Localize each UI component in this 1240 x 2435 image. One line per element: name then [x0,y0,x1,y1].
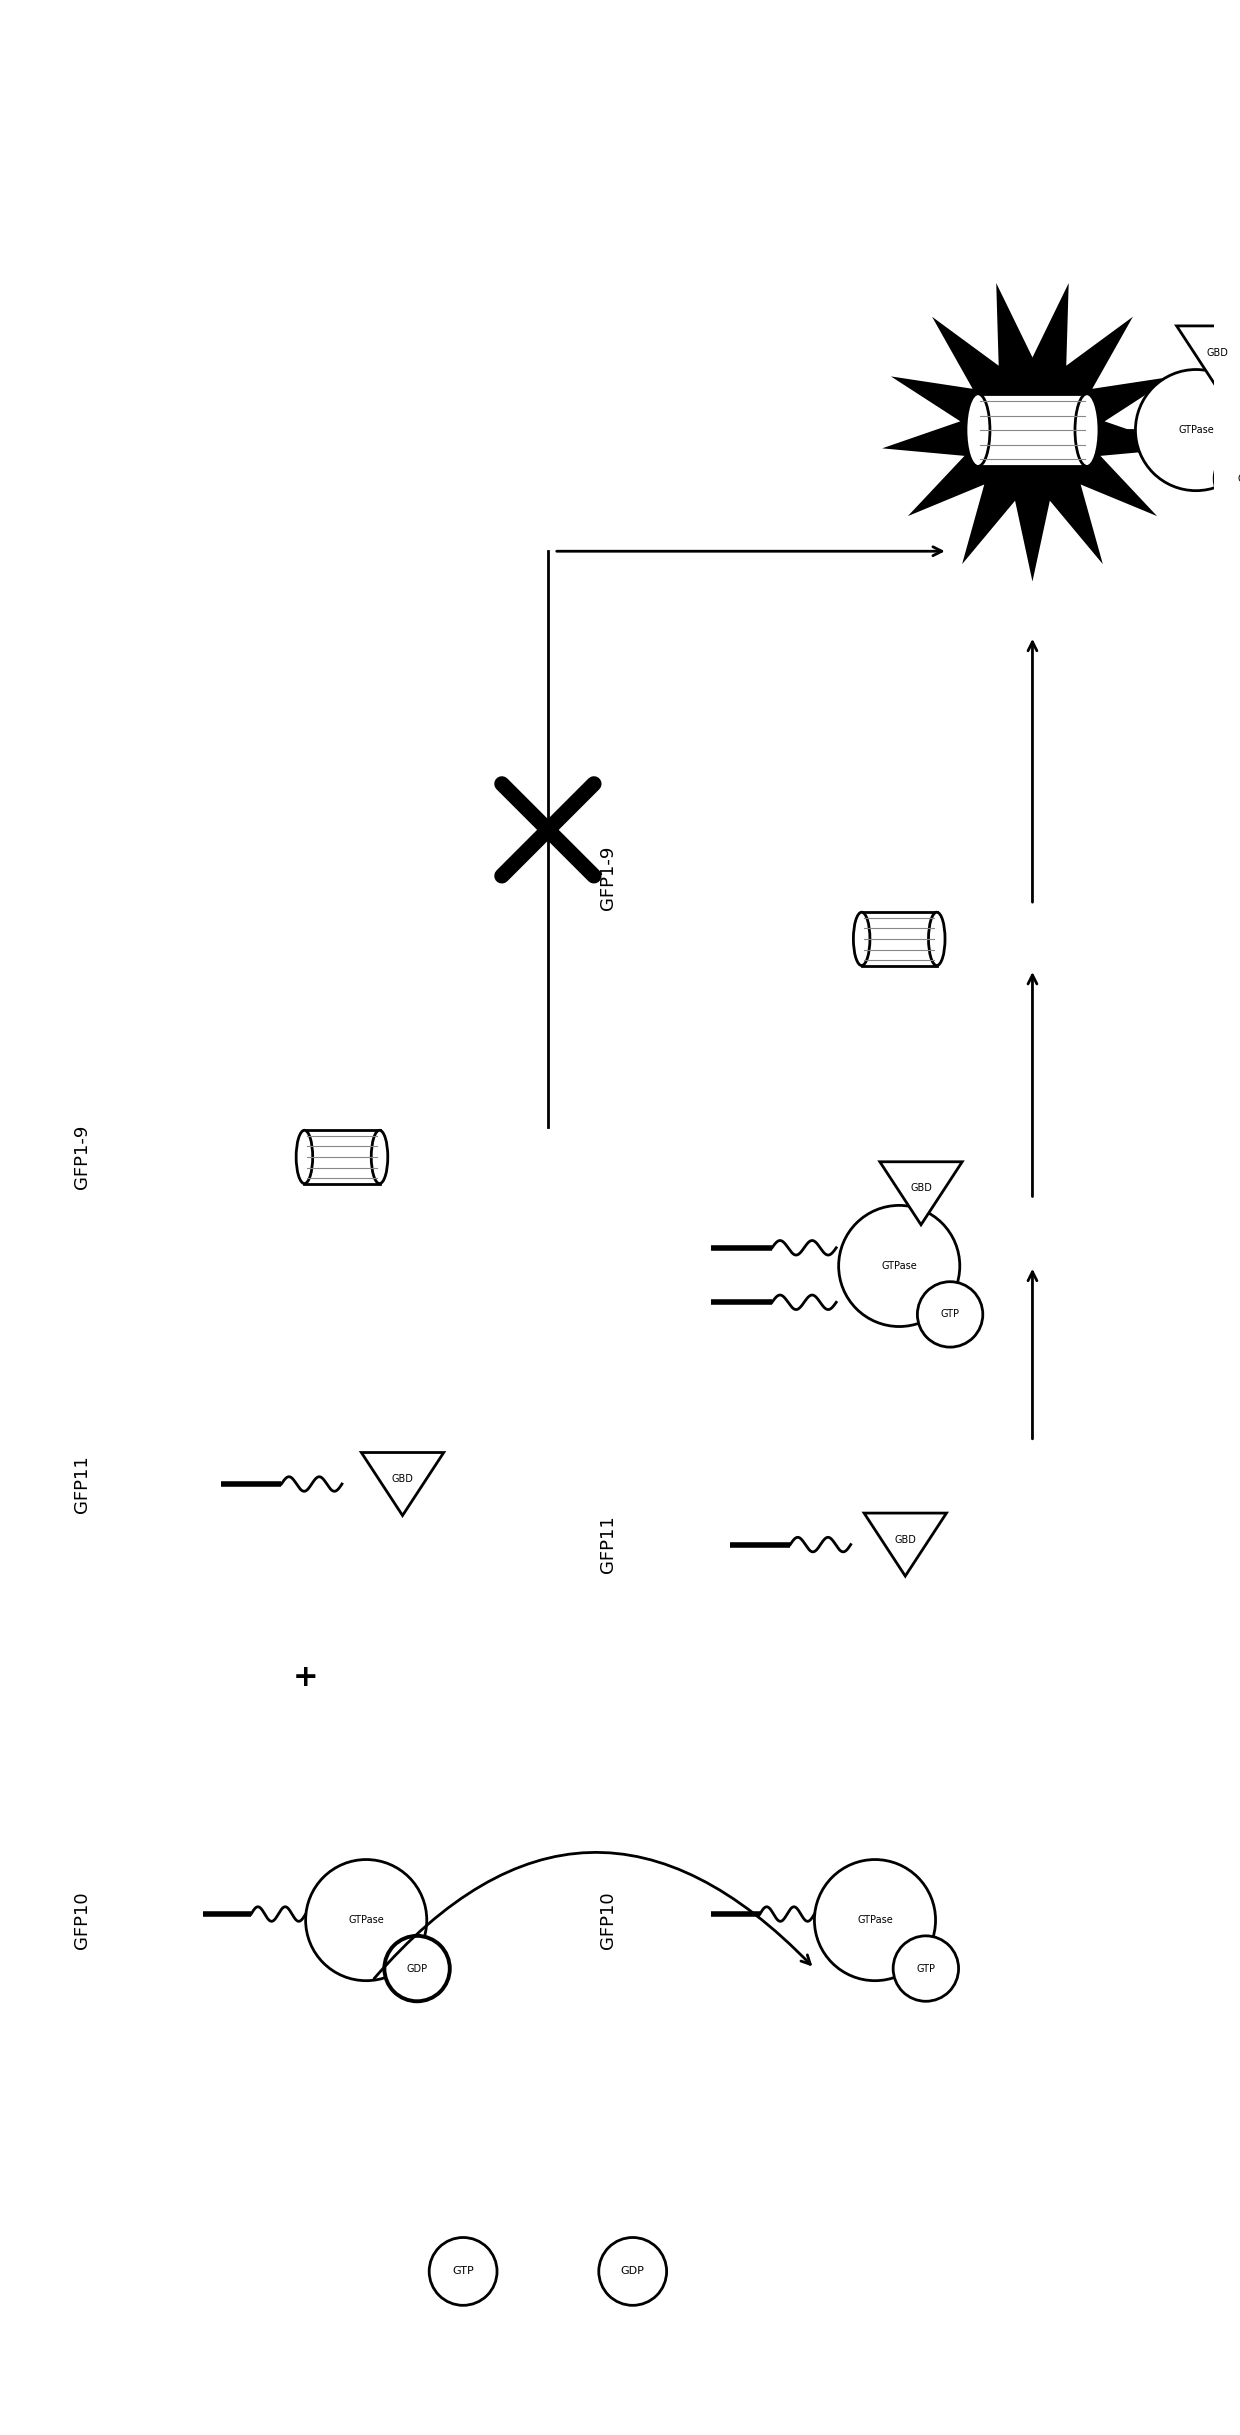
Ellipse shape [296,1130,312,1183]
Ellipse shape [371,1130,388,1183]
Text: GTPase: GTPase [1178,426,1214,436]
Text: GBD: GBD [894,1534,916,1544]
Text: GFP11: GFP11 [599,1515,618,1573]
Text: GTP: GTP [453,2267,474,2277]
Circle shape [1214,446,1240,511]
Text: +: + [293,1663,319,1692]
Circle shape [1136,370,1240,492]
Text: GTP: GTP [1238,472,1240,485]
FancyBboxPatch shape [304,1130,379,1183]
Ellipse shape [929,913,945,967]
Circle shape [305,1860,427,1980]
Text: GFP1-9: GFP1-9 [72,1125,91,1188]
Ellipse shape [966,394,990,468]
Circle shape [599,2238,667,2306]
Circle shape [838,1205,960,1327]
Text: GTPase: GTPase [348,1914,384,1926]
Circle shape [918,1281,983,1347]
Text: GTP: GTP [916,1963,935,1972]
Text: GBD: GBD [1207,348,1229,358]
Polygon shape [361,1454,444,1515]
Polygon shape [882,282,1183,582]
Text: GTPase: GTPase [882,1261,918,1271]
Text: GFP1-9: GFP1-9 [599,845,618,911]
Text: GFP10: GFP10 [72,1892,91,1948]
Text: GFP11: GFP11 [72,1456,91,1512]
Circle shape [893,1936,959,2002]
Text: GDP: GDP [621,2267,645,2277]
FancyBboxPatch shape [862,913,936,967]
Polygon shape [880,1161,962,1225]
Text: GTP: GTP [941,1310,960,1320]
Polygon shape [864,1512,946,1575]
Circle shape [429,2238,497,2306]
Ellipse shape [853,913,870,967]
Circle shape [815,1860,935,1980]
Text: GBD: GBD [392,1473,413,1485]
Polygon shape [1177,326,1240,390]
Text: GDP: GDP [407,1963,428,1972]
Circle shape [384,1936,450,2002]
Text: GFP10: GFP10 [599,1892,618,1948]
Text: GTPase: GTPase [857,1914,893,1926]
Ellipse shape [1075,394,1099,468]
FancyBboxPatch shape [978,394,1087,468]
Text: GBD: GBD [910,1183,932,1193]
